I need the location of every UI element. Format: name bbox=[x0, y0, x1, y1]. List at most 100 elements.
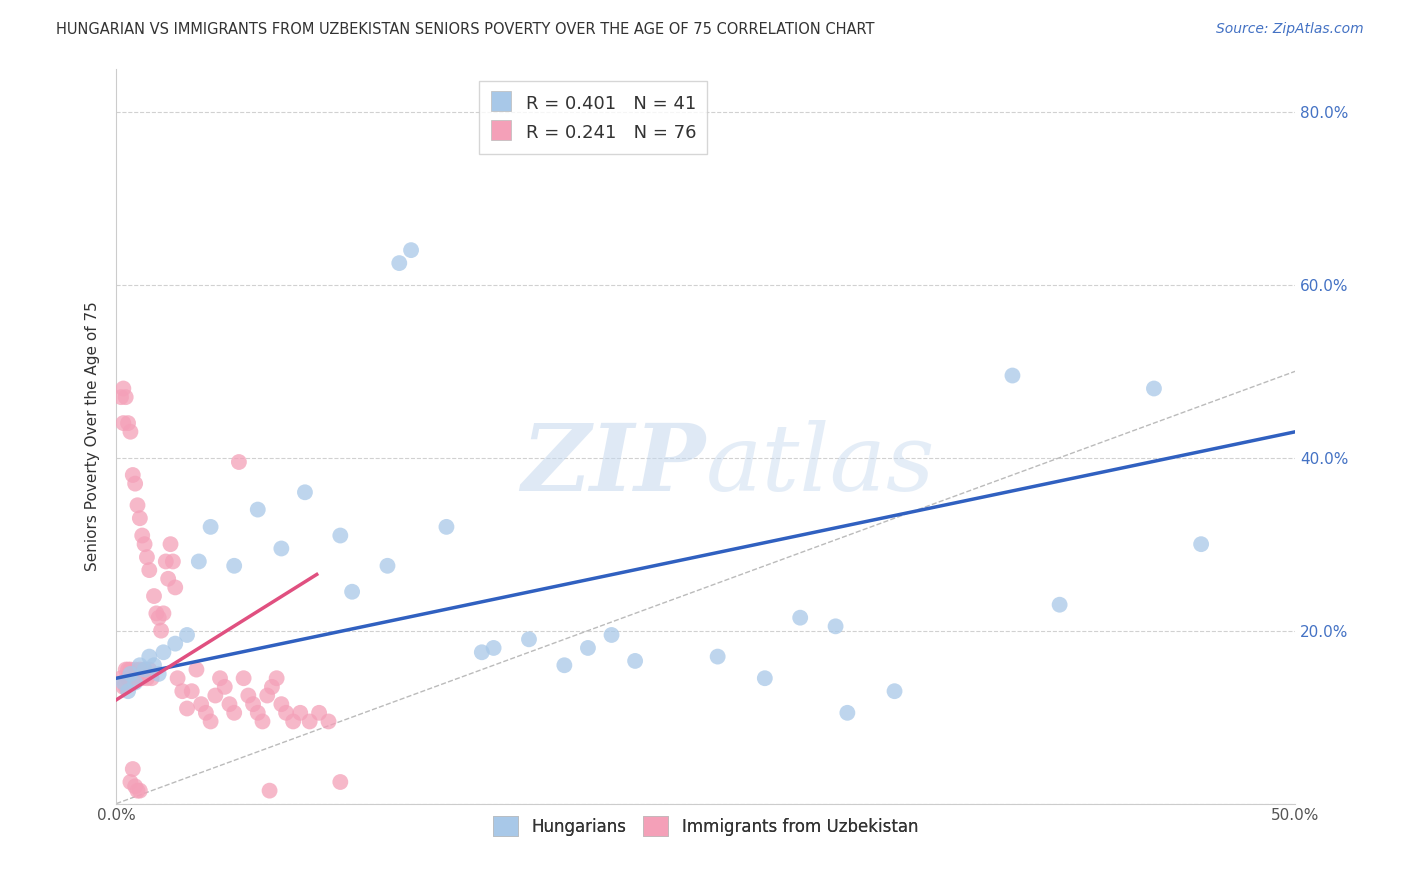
Point bbox=[194, 706, 217, 720]
Point bbox=[209, 671, 232, 685]
Point bbox=[117, 663, 139, 677]
Point bbox=[148, 610, 170, 624]
Point bbox=[308, 706, 330, 720]
Point bbox=[224, 558, 246, 573]
Point bbox=[624, 654, 647, 668]
Point bbox=[252, 714, 274, 729]
Point bbox=[138, 663, 160, 677]
Point bbox=[136, 671, 159, 685]
Point bbox=[218, 697, 240, 711]
Point bbox=[259, 783, 281, 797]
Point bbox=[127, 783, 149, 797]
Point bbox=[246, 502, 269, 516]
Point bbox=[141, 671, 163, 685]
Point bbox=[117, 671, 139, 685]
Point bbox=[180, 684, 202, 698]
Point bbox=[837, 706, 859, 720]
Point bbox=[329, 775, 352, 789]
Point bbox=[134, 663, 156, 677]
Point bbox=[143, 658, 166, 673]
Point bbox=[270, 697, 292, 711]
Point bbox=[471, 645, 494, 659]
Point bbox=[120, 775, 142, 789]
Point bbox=[224, 706, 246, 720]
Point bbox=[134, 663, 156, 677]
Point bbox=[204, 689, 226, 703]
Point bbox=[172, 684, 194, 698]
Point bbox=[270, 541, 292, 556]
Point bbox=[138, 563, 160, 577]
Point bbox=[187, 554, 209, 568]
Point bbox=[120, 425, 142, 439]
Point bbox=[706, 649, 728, 664]
Point bbox=[238, 689, 260, 703]
Point bbox=[114, 390, 136, 404]
Point bbox=[228, 455, 250, 469]
Point bbox=[155, 554, 177, 568]
Point bbox=[600, 628, 623, 642]
Point bbox=[232, 671, 254, 685]
Point bbox=[318, 714, 340, 729]
Text: HUNGARIAN VS IMMIGRANTS FROM UZBEKISTAN SENIORS POVERTY OVER THE AGE OF 75 CORRE: HUNGARIAN VS IMMIGRANTS FROM UZBEKISTAN … bbox=[56, 22, 875, 37]
Point bbox=[186, 663, 208, 677]
Point bbox=[298, 714, 321, 729]
Point bbox=[128, 658, 150, 673]
Point bbox=[200, 714, 222, 729]
Point bbox=[128, 783, 150, 797]
Point bbox=[1049, 598, 1071, 612]
Point bbox=[159, 537, 181, 551]
Point bbox=[112, 416, 135, 430]
Point bbox=[242, 697, 264, 711]
Point bbox=[124, 663, 146, 677]
Point bbox=[120, 663, 142, 677]
Y-axis label: Seniors Poverty Over the Age of 75: Seniors Poverty Over the Age of 75 bbox=[86, 301, 100, 571]
Point bbox=[152, 607, 174, 621]
Point bbox=[1189, 537, 1212, 551]
Point bbox=[112, 382, 135, 396]
Legend: Hungarians, Immigrants from Uzbekistan: Hungarians, Immigrants from Uzbekistan bbox=[486, 809, 925, 843]
Point bbox=[131, 671, 153, 685]
Point bbox=[112, 675, 135, 690]
Point bbox=[110, 671, 132, 685]
Point bbox=[824, 619, 846, 633]
Point bbox=[134, 537, 156, 551]
Point bbox=[124, 476, 146, 491]
Point bbox=[152, 645, 174, 659]
Point bbox=[127, 498, 149, 512]
Point bbox=[754, 671, 776, 685]
Point bbox=[148, 666, 170, 681]
Point bbox=[138, 649, 160, 664]
Point bbox=[576, 640, 599, 655]
Point bbox=[260, 680, 283, 694]
Point bbox=[128, 511, 150, 525]
Point bbox=[128, 663, 150, 677]
Point bbox=[214, 680, 236, 694]
Point bbox=[274, 706, 297, 720]
Point bbox=[117, 684, 139, 698]
Text: Source: ZipAtlas.com: Source: ZipAtlas.com bbox=[1216, 22, 1364, 37]
Point bbox=[329, 528, 352, 542]
Point bbox=[281, 714, 304, 729]
Point bbox=[399, 243, 422, 257]
Point bbox=[145, 607, 167, 621]
Point bbox=[110, 390, 132, 404]
Point bbox=[200, 520, 222, 534]
Point bbox=[517, 632, 540, 647]
Point bbox=[883, 684, 905, 698]
Point bbox=[340, 584, 363, 599]
Point bbox=[127, 671, 149, 685]
Point bbox=[1001, 368, 1024, 383]
Point bbox=[121, 762, 143, 776]
Text: ZIP: ZIP bbox=[522, 420, 706, 510]
Point bbox=[131, 528, 153, 542]
Point bbox=[436, 520, 458, 534]
Point bbox=[294, 485, 316, 500]
Point bbox=[120, 666, 142, 681]
Point bbox=[121, 467, 143, 482]
Point bbox=[266, 671, 288, 685]
Point bbox=[162, 554, 184, 568]
Point bbox=[246, 706, 269, 720]
Point bbox=[1143, 382, 1166, 396]
Point bbox=[157, 572, 180, 586]
Point bbox=[789, 610, 811, 624]
